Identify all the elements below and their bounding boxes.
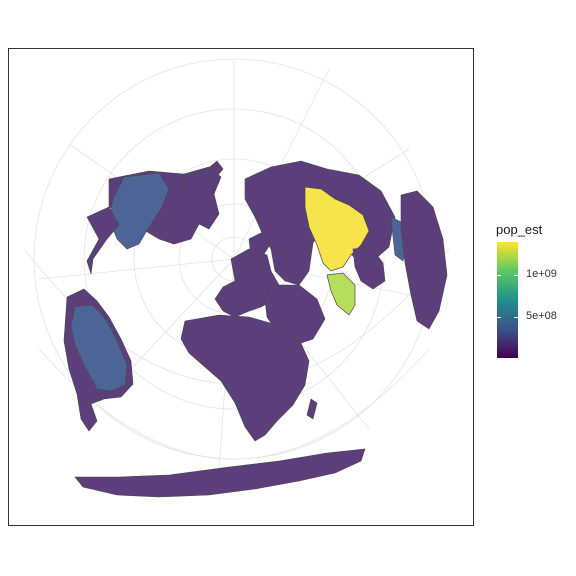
region-africa[interactable] bbox=[180, 314, 310, 442]
legend-title: pop_est bbox=[496, 222, 543, 237]
region-southeast-asia[interactable] bbox=[352, 246, 386, 290]
legend-tick-mark bbox=[514, 316, 518, 318]
legend-tick-mark bbox=[497, 316, 501, 318]
region-europe[interactable] bbox=[214, 248, 280, 318]
legend-tick-mark bbox=[497, 275, 501, 277]
region-india[interactable] bbox=[326, 272, 356, 316]
legend-tick-mark bbox=[514, 275, 518, 277]
legend-tick-label: 5e+08 bbox=[526, 309, 557, 322]
region-antarctica[interactable] bbox=[74, 448, 366, 498]
colorbar bbox=[497, 242, 518, 358]
region-australia[interactable] bbox=[400, 190, 448, 330]
legend: pop_est 1e+09 5e+08 bbox=[496, 222, 576, 362]
region-greenland[interactable] bbox=[180, 160, 224, 190]
world-map bbox=[23, 58, 450, 498]
legend-tick-label: 1e+09 bbox=[526, 268, 557, 281]
region-brazil[interactable] bbox=[70, 304, 128, 392]
map-panel bbox=[8, 48, 474, 526]
region-alaska-coast[interactable] bbox=[86, 206, 120, 275]
region-madagascar[interactable] bbox=[306, 398, 318, 420]
